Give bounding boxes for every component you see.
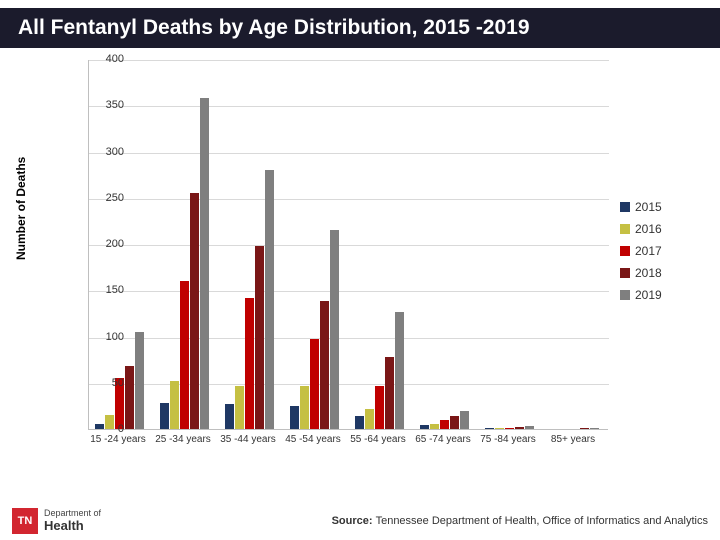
bar [385,357,394,429]
logo-line2: Health [44,519,101,533]
bar [300,386,309,429]
bar [365,409,374,429]
source-label: Source: [332,515,376,527]
source-line: Source: Tennessee Department of Health, … [332,515,708,527]
y-tick-label: 50 [90,377,124,389]
bar [255,246,264,429]
logo-square: TN [12,508,38,534]
legend-item: 2019 [620,284,710,306]
bar [460,411,469,430]
bar [125,366,134,429]
y-tick-label: 200 [90,238,124,250]
legend-item: 2015 [620,196,710,218]
grid-line [89,106,609,107]
legend-swatch [620,224,630,234]
legend-label: 2018 [635,266,662,280]
grid-line [89,199,609,200]
legend-swatch [620,290,630,300]
chart-area: 050100150200250300350400 15 -24 years25 … [48,60,608,460]
bar [495,428,504,429]
bar [170,381,179,429]
bar [420,425,429,429]
grid-line [89,245,609,246]
bar [525,426,534,429]
title-bar: All Fentanyl Deaths by Age Distribution,… [0,8,720,48]
y-tick-label: 150 [90,284,124,296]
x-tick-label: 85+ years [543,434,603,445]
bar [245,298,254,429]
legend-label: 2015 [635,200,662,214]
slide: All Fentanyl Deaths by Age Distribution,… [0,0,720,540]
bar [395,312,404,429]
bar [450,416,459,429]
y-tick-label: 300 [90,146,124,158]
x-tick-label: 45 -54 years [283,434,343,445]
bar [590,428,599,429]
legend-item: 2017 [620,240,710,262]
bar [200,98,209,429]
logo-text: Department of Health [44,509,101,533]
bar [330,230,339,429]
legend-label: 2019 [635,288,662,302]
x-tick-label: 15 -24 years [88,434,148,445]
plot-region [88,60,608,430]
y-tick-label: 400 [90,53,124,65]
bar [355,416,364,429]
grid-line [89,338,609,339]
grid-line [89,153,609,154]
bar [290,406,299,429]
bar [225,404,234,429]
legend-item: 2018 [620,262,710,284]
y-tick-label: 350 [90,99,124,111]
y-axis-label: Number of Deaths [14,157,28,260]
bar [135,332,144,429]
bar [310,339,319,429]
bar [430,424,439,429]
bar [190,193,199,429]
bar [485,428,494,429]
bar [580,428,589,429]
bar [375,386,384,429]
legend-swatch [620,268,630,278]
legend-swatch [620,246,630,256]
source-text: Tennessee Department of Health, Office o… [376,515,708,527]
x-tick-label: 65 -74 years [413,434,473,445]
legend: 2015 2016 2017 2018 2019 [620,196,710,306]
legend-label: 2017 [635,244,662,258]
legend-swatch [620,202,630,212]
legend-item: 2016 [620,218,710,240]
bar [320,301,329,429]
bar [160,403,169,429]
grid-line [89,384,609,385]
grid-line [89,60,609,61]
logo: TN Department of Health [12,508,101,534]
x-tick-label: 55 -64 years [348,434,408,445]
legend-label: 2016 [635,222,662,236]
bar [265,170,274,429]
grid-line [89,291,609,292]
bar [235,386,244,429]
x-tick-label: 35 -44 years [218,434,278,445]
bar [440,420,449,429]
page-title: All Fentanyl Deaths by Age Distribution,… [18,16,530,40]
bar [515,427,524,429]
y-tick-label: 100 [90,331,124,343]
footer: TN Department of Health Source: Tennesse… [0,502,720,540]
y-tick-label: 250 [90,192,124,204]
bar [505,428,514,429]
bar [180,281,189,429]
x-tick-label: 75 -84 years [478,434,538,445]
x-tick-label: 25 -34 years [153,434,213,445]
